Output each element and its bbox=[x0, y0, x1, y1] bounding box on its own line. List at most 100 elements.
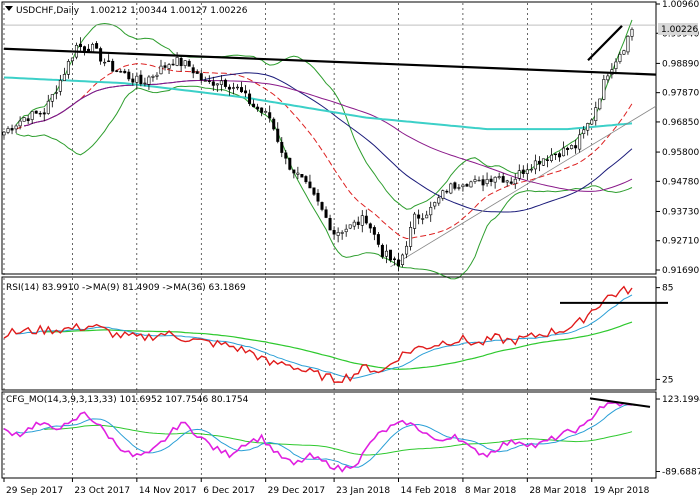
candle-body bbox=[280, 141, 284, 153]
candle-body bbox=[312, 187, 316, 195]
bollinger-lower-line bbox=[15, 85, 633, 280]
candle-body bbox=[376, 234, 380, 245]
time-tick-label: 28 Mar 2018 bbox=[529, 486, 586, 496]
candle-body bbox=[240, 87, 244, 93]
candle-body bbox=[582, 129, 586, 135]
candle-body bbox=[493, 176, 497, 183]
cfg-title: CFG_MO(14,3,9,3,13,33) 101.6952 107.7546… bbox=[6, 395, 249, 405]
candle-body bbox=[509, 181, 513, 184]
candle-body bbox=[425, 214, 429, 219]
candle-body bbox=[606, 75, 610, 81]
candle-body bbox=[372, 227, 376, 235]
candle-body bbox=[578, 134, 582, 150]
candle-body bbox=[203, 80, 207, 82]
candle-body bbox=[380, 244, 384, 257]
candle-body bbox=[2, 131, 6, 136]
cfg-lines bbox=[3, 397, 651, 473]
candle-body bbox=[227, 86, 231, 90]
price-tick-label: 0.98890 bbox=[662, 59, 699, 69]
candle-body bbox=[34, 110, 38, 114]
time-tick-label: 14 Feb 2018 bbox=[401, 486, 457, 496]
candle-body bbox=[558, 153, 562, 158]
candle-body bbox=[143, 82, 147, 85]
price-tick-label: 0.97870 bbox=[662, 89, 699, 99]
candle-body bbox=[316, 192, 320, 202]
candle-body bbox=[187, 60, 191, 67]
candle-body bbox=[183, 60, 187, 66]
candle-body bbox=[99, 48, 103, 62]
time-tick-label: 14 Nov 2017 bbox=[139, 486, 197, 496]
candle-body bbox=[103, 61, 107, 64]
cfg-tick-label: -89.6887 bbox=[662, 467, 700, 477]
candle-body bbox=[622, 50, 626, 55]
candle-body bbox=[211, 81, 215, 86]
candle-body bbox=[207, 80, 211, 83]
time-tick-label: 23 Oct 2017 bbox=[74, 486, 130, 496]
candle-body bbox=[58, 80, 62, 92]
rising-channel-line bbox=[390, 105, 657, 268]
cfg-slow-line bbox=[44, 424, 633, 456]
candle-body bbox=[594, 107, 598, 121]
candle-body bbox=[397, 259, 401, 267]
candle-body bbox=[630, 28, 634, 37]
candle-body bbox=[18, 120, 22, 127]
candle-body bbox=[352, 221, 356, 227]
candle-body bbox=[171, 63, 175, 66]
candle-body bbox=[469, 181, 473, 188]
candle-body bbox=[570, 145, 574, 149]
candle-body bbox=[292, 169, 296, 174]
candle-body bbox=[30, 111, 34, 120]
candle-body bbox=[545, 159, 549, 161]
candle-body bbox=[392, 258, 396, 260]
rsi-panel-frame bbox=[1, 276, 657, 391]
moving-average-200-line bbox=[3, 76, 633, 131]
candle-body bbox=[340, 232, 344, 234]
candle-body bbox=[248, 93, 252, 104]
candle-body bbox=[477, 179, 481, 182]
candle-body bbox=[159, 65, 163, 75]
cfg-signal-line bbox=[15, 403, 633, 468]
candle-body bbox=[336, 232, 340, 236]
candle-body bbox=[191, 67, 195, 74]
candle-body bbox=[219, 80, 223, 85]
candle-body bbox=[300, 174, 304, 178]
candle-body bbox=[215, 83, 219, 86]
candle-body bbox=[497, 176, 501, 179]
price-tick-label: 1.00960 bbox=[662, 0, 699, 10]
candle-body bbox=[549, 154, 553, 161]
candle-body bbox=[95, 43, 99, 49]
chart-header: USDCHF,Daily 1.00212 1.00344 1.00127 1.0… bbox=[5, 6, 248, 16]
candle-body bbox=[429, 207, 433, 216]
candle-body bbox=[10, 128, 14, 131]
price-tick-label: 0.92710 bbox=[662, 237, 699, 247]
candle-body bbox=[38, 112, 42, 115]
candle-body bbox=[54, 92, 58, 94]
candle-body bbox=[244, 90, 248, 94]
candle-body bbox=[384, 250, 388, 257]
candle-body bbox=[441, 190, 445, 199]
candle-body bbox=[22, 117, 26, 122]
candle-body bbox=[131, 78, 135, 83]
candle-body bbox=[626, 35, 630, 53]
dropdown-triangle-icon[interactable] bbox=[5, 6, 13, 11]
candle-body bbox=[127, 71, 131, 80]
rsi-tick-label: 25 bbox=[662, 375, 673, 385]
candlesticks bbox=[2, 27, 634, 272]
candle-body bbox=[70, 57, 74, 62]
candle-body bbox=[252, 103, 256, 108]
cfg-momentum-line bbox=[3, 401, 633, 473]
time-tick-label: 19 Apr 2018 bbox=[594, 486, 650, 496]
candle-body bbox=[332, 230, 336, 235]
candle-body bbox=[66, 61, 70, 75]
candle-body bbox=[489, 178, 493, 182]
candle-body bbox=[111, 60, 115, 72]
candle-body bbox=[6, 128, 10, 133]
candle-body bbox=[513, 178, 517, 185]
candle-body bbox=[50, 94, 54, 102]
candle-body bbox=[42, 112, 46, 115]
candle-body bbox=[364, 215, 368, 224]
candle-body bbox=[461, 184, 465, 188]
candle-body bbox=[139, 74, 143, 85]
candle-body bbox=[167, 64, 171, 69]
candle-body bbox=[465, 184, 469, 187]
